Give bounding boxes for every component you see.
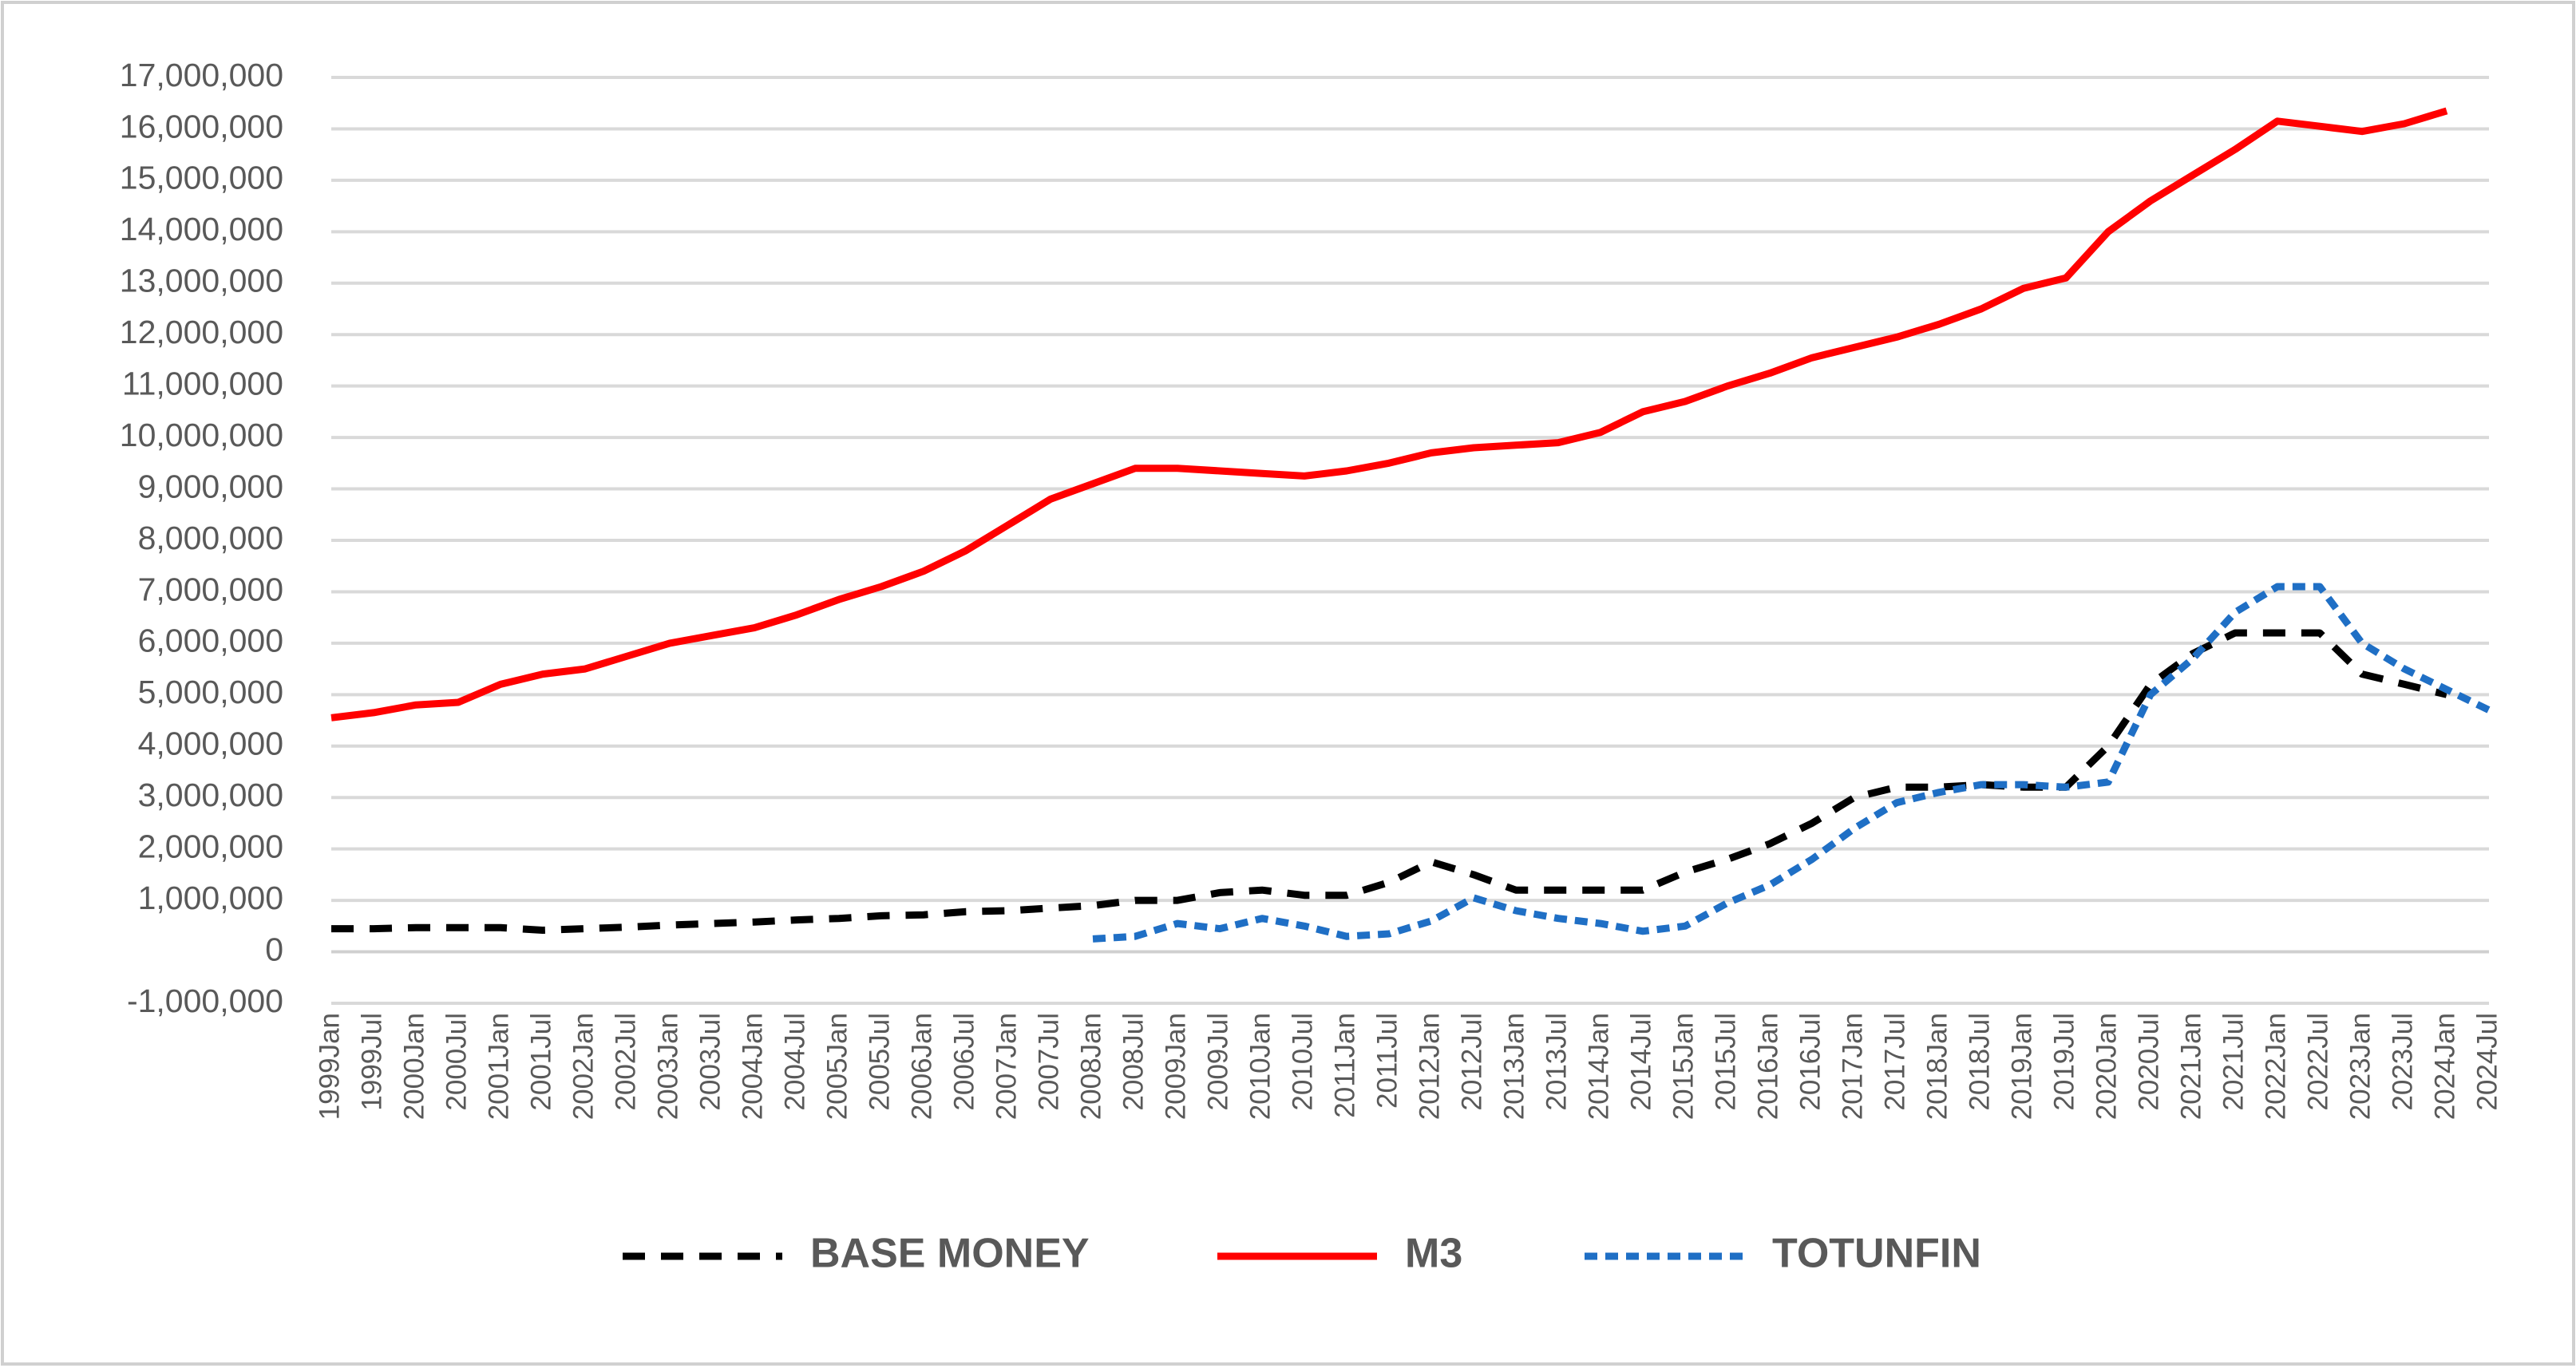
x-tick-label: 2018Jul <box>1964 1013 1995 1111</box>
x-tick-label: 2013Jan <box>1498 1013 1529 1120</box>
y-tick-label: 11,000,000 <box>122 365 283 401</box>
x-tick-label: 2018Jan <box>1921 1013 1953 1120</box>
x-tick-label: 2014Jul <box>1625 1013 1656 1111</box>
x-tick-label: 2024Jul <box>2471 1013 2503 1111</box>
x-tick-label: 2012Jan <box>1414 1013 1445 1120</box>
x-tick-label: 2006Jul <box>948 1013 979 1111</box>
x-tick-label: 1999Jul <box>356 1013 387 1111</box>
x-tick-label: 2002Jul <box>610 1013 641 1111</box>
x-tick-label: 2001Jul <box>525 1013 556 1111</box>
x-tick-label: 2019Jul <box>2048 1013 2079 1111</box>
x-tick-label: 2004Jan <box>737 1013 768 1120</box>
x-tick-label: 2010Jan <box>1244 1013 1276 1120</box>
x-tick-label: 2022Jan <box>2260 1013 2291 1120</box>
y-tick-label: 1,000,000 <box>138 880 283 916</box>
x-tick-label: 2009Jan <box>1160 1013 1191 1120</box>
x-tick-label: 2019Jan <box>2006 1013 2037 1120</box>
x-tick-label: 2011Jan <box>1329 1013 1360 1118</box>
x-tick-label: 2012Jul <box>1456 1013 1487 1111</box>
x-tick-label: 2013Jul <box>1541 1013 1572 1111</box>
x-tick-label: 2000Jul <box>441 1013 472 1111</box>
y-tick-label: 13,000,000 <box>120 263 283 299</box>
x-tick-label: 2022Jul <box>2302 1013 2333 1111</box>
legend-label: TOTUNFIN <box>1772 1231 1981 1277</box>
x-tick-label: 2007Jan <box>991 1013 1022 1120</box>
x-tick-label: 2006Jan <box>906 1013 937 1120</box>
x-tick-label: 2020Jul <box>2133 1013 2164 1111</box>
y-tick-label: 17,000,000 <box>120 57 283 93</box>
x-tick-label: 2015Jan <box>1668 1013 1699 1120</box>
y-tick-label: 10,000,000 <box>120 417 283 453</box>
x-tick-label: 2017Jul <box>1879 1013 1910 1111</box>
x-tick-label: 2021Jan <box>2175 1013 2206 1120</box>
series-line <box>330 107 2448 722</box>
y-tick-label: 9,000,000 <box>138 468 283 504</box>
x-tick-label: 2024Jan <box>2429 1013 2460 1120</box>
x-tick-label: 2021Jul <box>2218 1013 2249 1111</box>
x-tick-label: 2016Jan <box>1752 1013 1783 1120</box>
x-tick-label: 2023Jul <box>2387 1013 2418 1111</box>
x-tick-label: 2005Jan <box>821 1013 853 1120</box>
legend-label: BASE MONEY <box>810 1231 1090 1277</box>
x-tick-label: 2002Jan <box>568 1013 599 1120</box>
x-tick-label: 2003Jul <box>694 1013 726 1111</box>
y-tick-label: 5,000,000 <box>138 674 283 710</box>
x-tick-label: 1999Jan <box>314 1013 345 1120</box>
x-tick-label: 2003Jan <box>652 1013 683 1120</box>
x-tick-label: 2017Jan <box>1837 1013 1868 1120</box>
x-tick-label: 2014Jan <box>1583 1013 1614 1120</box>
legend-label: M3 <box>1405 1231 1462 1277</box>
x-tick-label: 2016Jul <box>1794 1013 1826 1111</box>
y-tick-label: 16,000,000 <box>120 108 283 144</box>
series-line <box>1092 583 2491 943</box>
y-tick-label: 6,000,000 <box>138 623 283 659</box>
x-tick-label: 2007Jul <box>1033 1013 1064 1111</box>
x-tick-label: 2009Jul <box>1202 1013 1233 1111</box>
y-tick-label: 8,000,000 <box>138 520 283 556</box>
x-tick-label: 2020Jan <box>2091 1013 2122 1120</box>
x-tick-label: 2011Jul <box>1371 1013 1403 1109</box>
y-tick-label: 4,000,000 <box>138 726 283 762</box>
series-line <box>331 629 2448 934</box>
x-tick-label: 2023Jan <box>2345 1013 2376 1120</box>
x-tick-label: 2015Jul <box>1710 1013 1741 1111</box>
x-tick-label: 2010Jul <box>1287 1013 1318 1111</box>
x-tick-label: 2008Jul <box>1118 1013 1149 1111</box>
y-tick-label: 0 <box>265 931 283 967</box>
y-tick-label: 7,000,000 <box>138 571 283 607</box>
y-tick-label: 3,000,000 <box>138 777 283 813</box>
x-tick-label: 2004Jul <box>779 1013 810 1111</box>
y-tick-label: 14,000,000 <box>120 211 283 247</box>
x-tick-label: 2000Jan <box>398 1013 429 1120</box>
y-tick-label: 15,000,000 <box>120 160 283 196</box>
y-tick-label: 12,000,000 <box>120 314 283 350</box>
x-tick-label: 2005Jul <box>864 1013 895 1111</box>
y-tick-label: 2,000,000 <box>138 828 283 864</box>
x-tick-label: 2008Jan <box>1075 1013 1106 1120</box>
x-tick-label: 2001Jan <box>483 1013 514 1120</box>
y-tick-label: -1,000,000 <box>127 983 283 1019</box>
